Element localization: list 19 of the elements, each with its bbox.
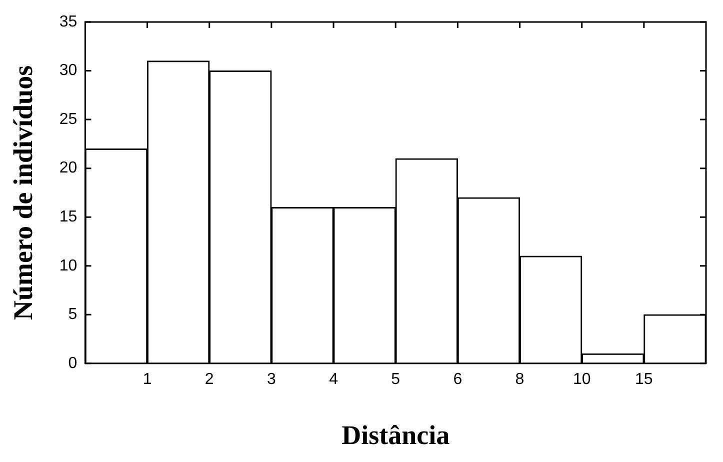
y-tick-label: 5 — [68, 306, 78, 324]
y-tick-label: 0 — [68, 354, 78, 372]
y-tick-label: 15 — [59, 208, 78, 226]
y-tick-label: 10 — [59, 257, 78, 274]
y-axis-title: Número de indivíduos — [8, 65, 38, 320]
y-tick-label: 35 — [59, 13, 78, 30]
text: 3 — [266, 370, 276, 388]
text: 4 — [329, 370, 338, 388]
y-tick-label: 25 — [59, 110, 78, 128]
text: 1 — [142, 370, 152, 388]
y-tick-label: 30 — [59, 62, 78, 80]
text: 5 — [391, 370, 400, 388]
y-tick-label: 20 — [59, 160, 78, 177]
text: 15 — [635, 370, 653, 388]
x-axis-title: Distância — [342, 420, 450, 450]
text: 2 — [204, 370, 214, 388]
text: 8 — [515, 370, 524, 388]
text: 10 — [572, 370, 591, 388]
text: 6 — [453, 370, 462, 388]
